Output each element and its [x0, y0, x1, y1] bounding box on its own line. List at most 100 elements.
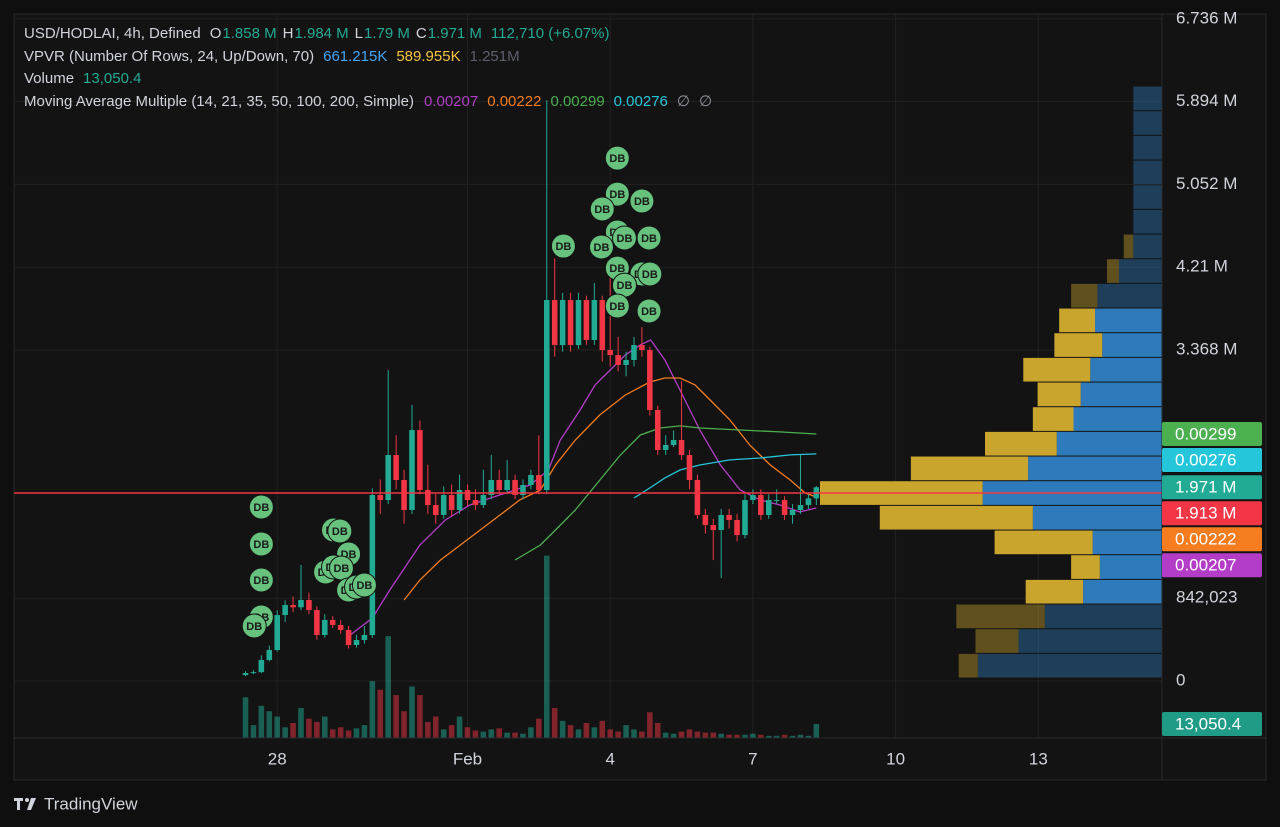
- vpvr-down: [1106, 259, 1119, 283]
- volume-bar: [647, 712, 653, 738]
- marker-label: DB: [634, 196, 650, 208]
- marker-label: DB: [609, 301, 625, 313]
- candle-body: [385, 455, 391, 501]
- volume-bar: [718, 733, 724, 738]
- candle-body: [393, 455, 399, 480]
- candle-body: [765, 500, 772, 515]
- volume-bar: [662, 732, 669, 738]
- marker: [636, 225, 662, 251]
- price-tag: [1162, 553, 1262, 578]
- candle-body: [567, 300, 574, 346]
- candle-body: [789, 509, 796, 515]
- volume-bar: [258, 705, 265, 738]
- candle-body: [480, 495, 487, 506]
- candle-body: [654, 410, 661, 451]
- volume-bar: [789, 735, 796, 738]
- vpvr-up: [1018, 629, 1162, 653]
- moving-average-line: [633, 453, 817, 499]
- candle-body: [488, 479, 495, 496]
- volume-bar: [654, 722, 661, 738]
- price-tag-label: 0.00222: [1175, 530, 1236, 549]
- candle-body: [448, 495, 455, 510]
- volume-bar: [345, 730, 352, 738]
- volume-bar: [742, 734, 748, 738]
- volume-bar: [551, 707, 558, 738]
- candle-body: [615, 355, 621, 365]
- x-tick-label: 4: [605, 749, 614, 768]
- vpvr-up: [1133, 209, 1162, 234]
- volume-bar: [361, 725, 368, 738]
- marker-label: DB: [641, 306, 657, 318]
- y-tick-label: 842,023: [1176, 588, 1237, 607]
- vpvr-down: [1054, 333, 1103, 357]
- volume-bar: [266, 711, 273, 738]
- volume-bar: [322, 716, 328, 738]
- candle-body: [417, 430, 423, 491]
- legend-text: VPVR (Number Of Rows, 24, Up/Down, 70): [24, 48, 314, 65]
- volume-bar: [694, 731, 701, 738]
- vpvr-down: [1023, 357, 1091, 382]
- candle-body: [726, 514, 732, 520]
- legend-text: 661.215K: [323, 48, 387, 65]
- y-tick-label: 3.368 M: [1176, 339, 1237, 358]
- volume-bar: [385, 636, 391, 738]
- marker-label: DB: [617, 233, 633, 245]
- candle-body: [337, 624, 344, 630]
- price-tag-label: 1.971 M: [1175, 478, 1236, 497]
- volume-bar: [329, 729, 336, 738]
- price-tag-label: 1.913 M: [1175, 504, 1236, 523]
- legend-text: USD/HODLAI, 4h, Defined: [24, 25, 201, 42]
- legend-text: 1.79 M: [364, 25, 410, 42]
- volume-bar: [353, 728, 360, 738]
- volume-bar: [369, 681, 376, 738]
- volume-bar: [726, 734, 732, 738]
- candle-body: [742, 500, 748, 536]
- volume-bar: [559, 720, 566, 738]
- candle-body: [266, 650, 273, 660]
- volume-bar: [758, 734, 764, 738]
- candle-body: [409, 430, 415, 510]
- vpvr-up: [1133, 135, 1162, 160]
- candle-body: [314, 610, 320, 635]
- volume-bar: [496, 728, 502, 738]
- price-tag: [1162, 421, 1262, 446]
- candle-body: [290, 605, 296, 608]
- volume-bar: [480, 731, 487, 738]
- vpvr-up: [1090, 357, 1162, 382]
- candle-body: [631, 345, 637, 360]
- marker: [589, 196, 615, 222]
- vpvr-down: [1037, 382, 1081, 407]
- marker: [588, 234, 614, 260]
- marker: [637, 261, 663, 287]
- volume-tag-label: 13,050.4: [1175, 714, 1241, 733]
- volume-bar: [488, 729, 495, 738]
- volume-bar: [623, 725, 629, 738]
- logo-dot: [25, 798, 29, 802]
- price-tag: [1162, 447, 1262, 472]
- volume-bar: [734, 734, 740, 738]
- vpvr-up: [1092, 530, 1162, 555]
- volume-bar: [615, 731, 621, 738]
- vpvr-up: [1133, 185, 1162, 209]
- marker-label: DB: [594, 204, 610, 216]
- volume-bar: [773, 735, 780, 738]
- candle-body: [710, 525, 717, 531]
- price-tag-label: 0.00299: [1175, 424, 1236, 443]
- candle-body: [472, 500, 479, 506]
- vpvr-up: [1080, 382, 1162, 407]
- vpvr-up: [1133, 111, 1162, 135]
- volume-bar: [282, 727, 288, 738]
- vpvr-up: [1028, 456, 1162, 481]
- volume-bar: [710, 732, 717, 738]
- candle-body: [536, 474, 542, 491]
- candle-body: [583, 300, 590, 341]
- volume-bar: [591, 727, 598, 738]
- candle-body: [369, 495, 376, 635]
- vpvr-down: [1059, 308, 1096, 333]
- marker: [248, 494, 274, 520]
- price-tag-label: 0.00207: [1175, 556, 1236, 575]
- candle-body: [528, 474, 534, 486]
- moving-average-line: [403, 377, 817, 601]
- volume-bar: [670, 733, 677, 738]
